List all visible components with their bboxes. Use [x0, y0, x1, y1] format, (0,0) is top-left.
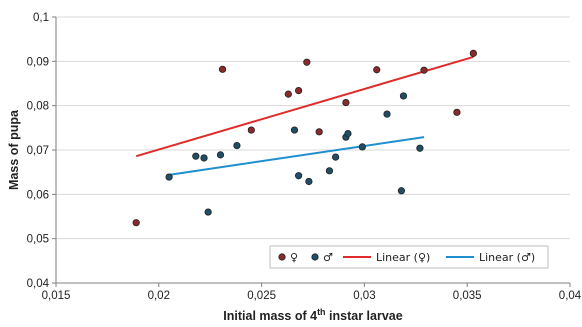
y-tick-label: 0,06: [27, 189, 49, 201]
x-axis-title-main: Initial mass of 4: [223, 309, 317, 323]
data-point-male: [358, 143, 366, 151]
data-point-male: [233, 141, 241, 150]
legend-female-marker: [278, 253, 286, 261]
data-point-male: [204, 208, 212, 216]
data-point-female: [303, 58, 311, 66]
data-point-male: [305, 177, 313, 186]
legend-male-marker: [311, 253, 319, 261]
y-tick-label: 0,07: [27, 145, 49, 157]
y-tick-label: 0,1: [33, 12, 49, 24]
data-point-female: [315, 128, 323, 136]
x-axis-title-superscript: th: [317, 307, 326, 317]
y-tick-label: 0,08: [27, 101, 49, 113]
data-point-male: [344, 129, 352, 138]
series: [132, 49, 477, 227]
data-point-male: [200, 154, 208, 162]
y-axis-title: Mass of pupa: [7, 109, 21, 190]
x-axis-title: Initial mass of 4th instar larvae: [223, 307, 402, 323]
y-tick-label: 0,09: [27, 56, 49, 68]
x-tick-label: 0,015: [42, 290, 71, 302]
data-point-female: [284, 90, 292, 98]
data-point-female: [420, 66, 428, 74]
x-tick-label: 0,03: [353, 290, 375, 302]
data-point-female: [373, 66, 381, 74]
legend: ♀ ♂ Linear (♀) Linear (♂): [269, 245, 549, 269]
gridlines: [56, 16, 570, 240]
data-point-male: [290, 126, 299, 134]
data-point-female: [247, 126, 255, 134]
legend-female-trend-label: Linear (♀): [376, 251, 430, 264]
data-point-male: [332, 153, 340, 161]
data-point-male: [192, 152, 200, 160]
axes: [52, 16, 571, 287]
legend-box: [269, 245, 549, 269]
legend-male-trend-label: Linear (♂): [479, 251, 535, 264]
trendline-female: [135, 55, 474, 158]
data-point-female: [132, 219, 140, 227]
data-point-male: [416, 144, 424, 152]
data-point-male: [383, 110, 391, 118]
y-tick-labels: 0,04 0,05 0,06 0,07 0,08 0,09 0,1: [27, 12, 50, 290]
trendline-male: [168, 136, 425, 176]
x-tick-label: 0,025: [247, 290, 276, 302]
legend-female-label: ♀: [290, 251, 298, 264]
y-tick-label: 0,05: [27, 234, 49, 246]
data-point-male: [397, 187, 406, 195]
data-point-female: [469, 49, 477, 57]
legend-male-label: ♂: [323, 251, 333, 264]
x-axis-title-rest: instar larvae: [326, 309, 403, 323]
y-tick-label: 0,04: [27, 278, 50, 290]
x-tick-label: 0,04: [559, 290, 582, 302]
data-point-male: [399, 92, 408, 100]
x-tick-label: 0,02: [148, 290, 170, 302]
data-point-male: [165, 173, 173, 181]
data-point-female: [453, 108, 461, 116]
data-point-male: [216, 151, 225, 159]
x-tick-label: 0,035: [453, 290, 482, 302]
data-point-female: [342, 98, 350, 107]
data-point-male: [295, 172, 303, 180]
data-point-female: [218, 65, 227, 73]
x-tick-labels: 0,015 0,02 0,025 0,03 0,035 0,04: [42, 290, 582, 302]
data-point-male: [325, 167, 334, 175]
data-point-female: [295, 86, 303, 95]
